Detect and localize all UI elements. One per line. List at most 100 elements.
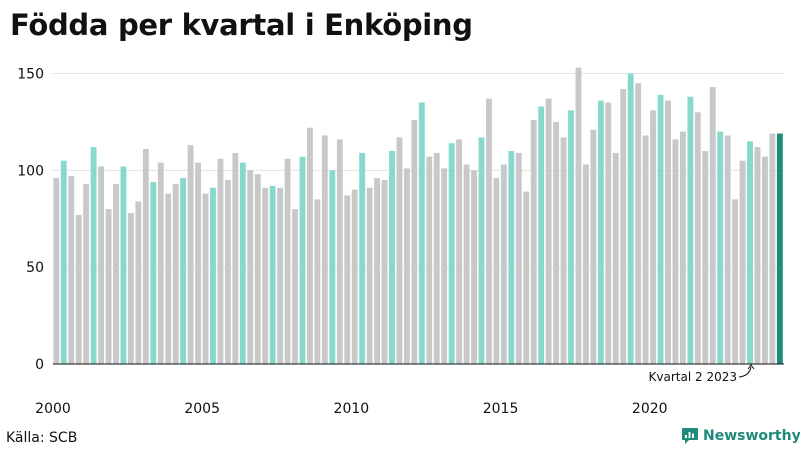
bar [321, 135, 328, 364]
bar [508, 150, 515, 364]
x-axis-labels: 2000 2005 2010 2015 2020 [35, 401, 667, 417]
bar [411, 119, 418, 364]
annotation-arrowhead-icon [747, 364, 755, 370]
bar [232, 152, 239, 364]
bar [172, 183, 179, 364]
bar [83, 183, 90, 364]
newsworthy-logo-icon [682, 428, 698, 444]
bar [381, 180, 388, 364]
latest-annotation: Kvartal 2 2023 [649, 364, 755, 384]
bar [68, 176, 75, 364]
bar [635, 83, 642, 364]
bar [120, 166, 127, 364]
bar [709, 87, 716, 364]
y-tick-label: 150 [17, 67, 44, 83]
bar [456, 139, 463, 364]
bar [127, 212, 134, 364]
bar [113, 183, 119, 364]
bar [776, 133, 783, 364]
bar [717, 131, 724, 364]
bar [187, 145, 194, 364]
bar [486, 98, 492, 364]
bar [463, 164, 470, 364]
bar [583, 164, 589, 364]
bar [530, 119, 537, 364]
bar [210, 187, 216, 364]
annotation-label: Kvartal 2 2023 [649, 370, 737, 384]
bar [396, 137, 403, 364]
bar [426, 156, 433, 364]
bar [605, 102, 612, 365]
bar [575, 67, 582, 364]
bar [336, 139, 343, 364]
bar [314, 199, 321, 364]
bar [590, 129, 597, 364]
y-axis-labels: 0 50 100 150 [17, 67, 44, 374]
bars [53, 67, 783, 365]
source-label: Källa: SCB [6, 430, 78, 446]
bar [366, 187, 373, 364]
bar [620, 88, 627, 364]
bar [679, 131, 686, 364]
bar [329, 170, 336, 364]
bar [515, 152, 522, 364]
bar [53, 178, 60, 364]
bar [142, 149, 149, 364]
bar [224, 180, 231, 364]
bar [239, 162, 246, 364]
bar [769, 133, 776, 364]
bar [105, 209, 112, 364]
bar [217, 158, 224, 364]
bar [202, 193, 209, 364]
bar [597, 100, 604, 364]
bar [403, 168, 410, 364]
bar [277, 187, 284, 364]
bar [262, 187, 269, 364]
bar [553, 121, 560, 365]
chart-title: Födda per kvartal i Enköping [10, 8, 473, 42]
bar [732, 199, 739, 364]
bar [747, 141, 753, 364]
bar [739, 160, 746, 364]
bar [292, 209, 298, 364]
y-tick-label: 50 [26, 260, 44, 276]
bar [180, 178, 187, 364]
bar [195, 162, 201, 364]
bar [500, 164, 507, 364]
bar [687, 96, 694, 365]
bar [254, 174, 261, 364]
bar [754, 147, 761, 364]
bar [650, 110, 656, 365]
bar [694, 112, 701, 364]
bar [75, 214, 82, 364]
x-tick-label: 2005 [184, 401, 220, 417]
bar [493, 178, 500, 364]
bar [523, 191, 530, 364]
bar [269, 185, 276, 364]
bar [612, 152, 619, 364]
bar [60, 160, 67, 364]
bar [359, 152, 366, 364]
bar [724, 135, 731, 364]
annotation-arrow [738, 366, 752, 378]
y-tick-label: 0 [35, 357, 44, 373]
bar [538, 106, 545, 364]
bar [351, 189, 358, 364]
bar [299, 156, 306, 364]
brand-logo: Newsworthy [681, 427, 800, 445]
bar [762, 156, 768, 364]
bar [284, 158, 291, 364]
bar [545, 98, 552, 364]
bar [165, 193, 172, 364]
bar [389, 150, 395, 364]
bar [657, 94, 664, 364]
bar [150, 181, 157, 364]
x-tick-label: 2015 [483, 401, 519, 417]
bar [418, 102, 425, 365]
bar [374, 178, 381, 364]
bar [157, 162, 164, 364]
bar [560, 137, 567, 364]
bar [665, 100, 671, 364]
bar [247, 170, 254, 364]
